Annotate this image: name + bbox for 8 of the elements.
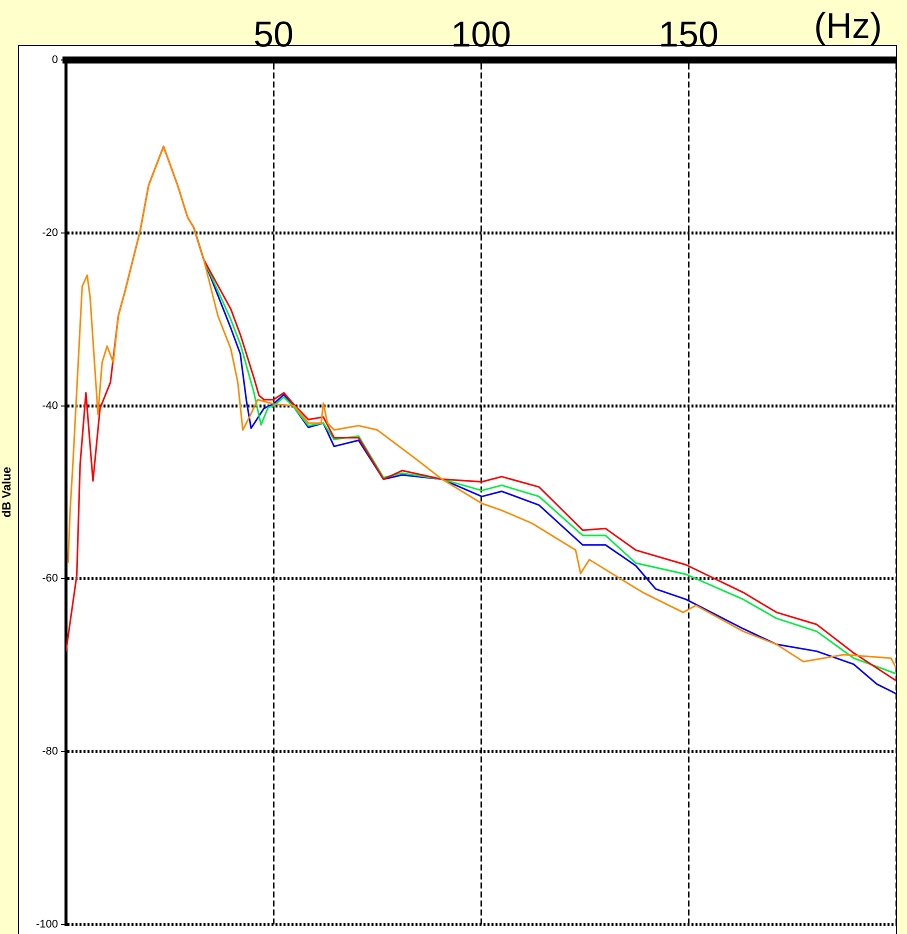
y-tick-label: -40 [42,400,58,412]
y-tick-label: 0 [52,54,58,66]
y-tick-label: -20 [42,226,58,239]
x-axis-title: (Hz) [814,5,882,46]
y-tick-label: -100 [36,918,58,930]
y-tick-label: -60 [42,572,58,585]
y-axis-title: dB Value [0,466,14,518]
y-tick-label: -80 [42,746,58,758]
